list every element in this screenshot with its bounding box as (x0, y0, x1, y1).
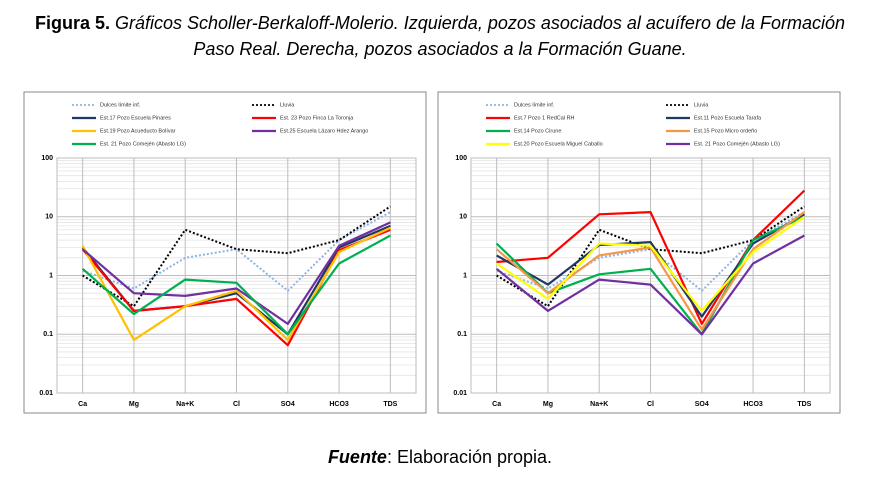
y-tick-label: 10 (45, 214, 53, 221)
figure-label: Figura 5. (34, 13, 110, 33)
x-tick-label: SO4 (695, 401, 709, 408)
y-tick-label: 100 (455, 155, 467, 162)
legend-label: Dulces límite inf. (100, 102, 141, 108)
series-line (496, 213, 805, 318)
y-tick-label: 1 (463, 272, 467, 279)
x-tick-label: HCO3 (743, 401, 763, 408)
figure-title: Figura 5. Gráficos Scholler-Berkaloff-Mo… (20, 10, 860, 62)
y-tick-label: 0.1 (43, 331, 53, 338)
x-tick-label: HCO3 (329, 401, 349, 408)
y-tick-label: 0.01 (39, 390, 53, 397)
charts: 0.01 0.1 1 10 100 Ca Mg Na+K Cl SO4 HCO3 TDS Dulces … (23, 91, 841, 414)
figure-text: Gráficos Scholler-Berkaloff-Molerio. Izq… (115, 13, 846, 59)
y-tick-label: 100 (41, 155, 53, 162)
legend-label: Est.20 Pozo Escuela Miguel Caballo (514, 141, 603, 147)
x-tick-label: Mg (129, 401, 139, 408)
series-line (81, 234, 391, 336)
legend-label: Est.25 Escuela Lázaro Hdez Arango (280, 128, 368, 134)
plot-frame (470, 157, 831, 394)
x-tick-label: Na+K (590, 401, 608, 408)
x-tick-label: Na+K (176, 401, 194, 408)
legend-label: Est.11 Pozo Escuela Tarafa (694, 115, 762, 121)
legend-label: Dulces límite inf. (514, 102, 555, 108)
y-tick-label: 0.01 (453, 390, 467, 397)
legend-label: Est.7 Pozo 1 RedCal RH (514, 115, 575, 121)
series-line (495, 215, 806, 312)
legend-label: Est.15 Pozo Micro ordeño (694, 128, 757, 134)
series-line (82, 211, 391, 292)
series-line (81, 226, 391, 341)
y-tick-label: 0.1 (457, 331, 467, 338)
y-tick-label: 10 (459, 214, 467, 221)
series-line (81, 228, 391, 347)
legend-label: Est. 21 Pozo Comején (Abasto LG) (694, 141, 780, 147)
series-line (81, 221, 391, 325)
caption-colon-text: : Elaboración propia. (386, 447, 553, 467)
legend-label: Est.14 Pozo Cirune (514, 128, 561, 134)
series-line (495, 234, 805, 336)
x-tick-label: TDS (383, 401, 397, 408)
x-tick-label: Cl (647, 401, 654, 408)
legend-label: Est. 21 Pozo Comején (Abasto LG) (100, 141, 186, 147)
legend-label: Lluvia (694, 102, 709, 108)
y-tick-label: 1 (49, 272, 53, 279)
x-tick-label: Ca (492, 401, 501, 408)
x-tick-label: Ca (78, 401, 87, 408)
x-tick-label: Mg (543, 401, 553, 408)
legend-label: Est.17 Pozo Escuela Pinares (100, 115, 171, 121)
x-tick-label: SO4 (281, 401, 295, 408)
x-tick-label: Cl (233, 401, 240, 408)
x-tick-label: TDS (797, 401, 811, 408)
legend-label: Est. 23 Pozo Finca La Toronja (280, 115, 354, 121)
caption: Fuente: Elaboración propia. (0, 447, 880, 468)
plot-frame (56, 157, 417, 394)
caption-label: Fuente (327, 447, 387, 467)
legend-label: Est.19 Pozo Acueducto Bolívar (100, 128, 176, 134)
legend-label: Lluvia (280, 102, 295, 108)
